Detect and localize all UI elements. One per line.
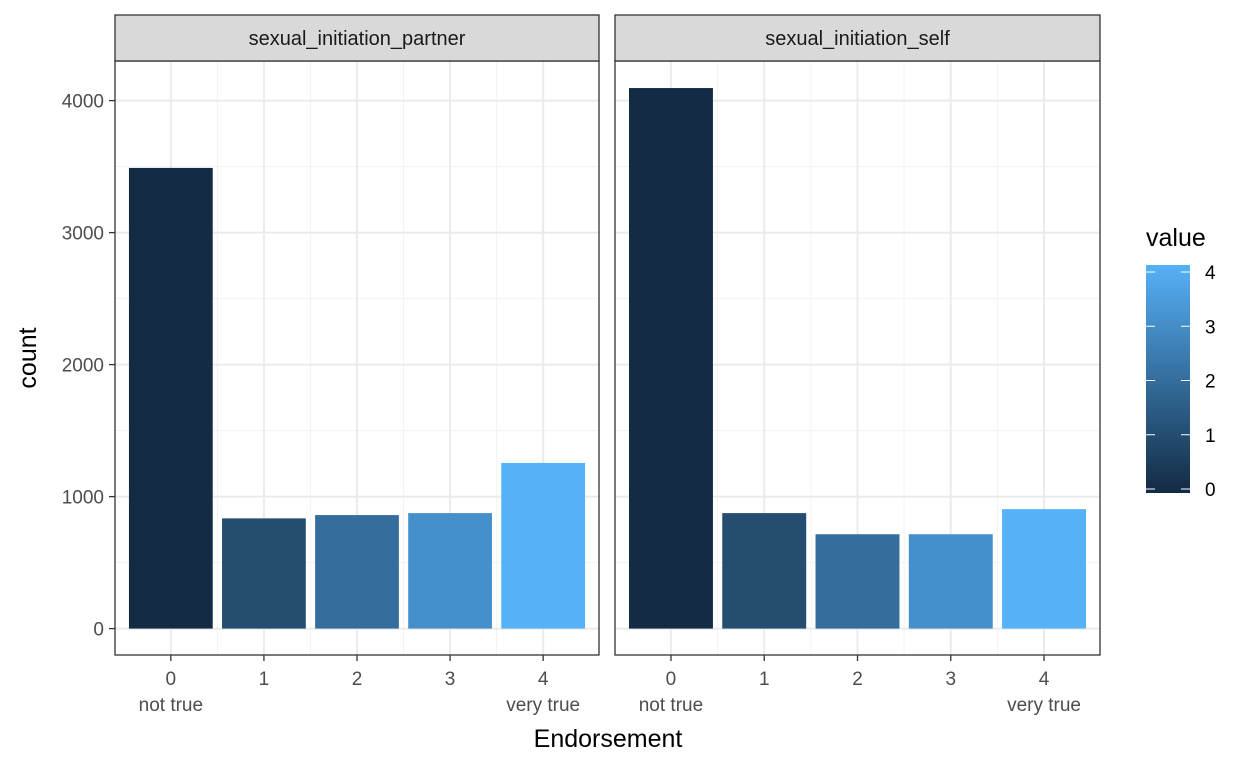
x-tick-sublabel: very true: [506, 695, 580, 716]
color-legend: value 0 1 2 3 4: [1146, 224, 1216, 501]
x-tick-label: 2: [352, 669, 363, 690]
x-tick-label: 0: [166, 669, 177, 690]
x-tick-label: 4: [538, 669, 549, 690]
y-tick-label: 1000: [62, 488, 104, 509]
x-tick-label: 1: [759, 669, 770, 690]
bar: [722, 513, 807, 629]
y-tick-label: 4000: [62, 92, 104, 113]
legend-tick-label: 1: [1205, 426, 1216, 447]
x-tick-sublabel: not true: [639, 695, 703, 716]
x-tick-sublabel: not true: [139, 695, 203, 716]
facet-panels: sexual_initiation_partner 0 not true 1 2 3 4 ve…: [114, 14, 1101, 716]
x-tick-sublabel: very true: [1007, 695, 1081, 716]
y-axis: 0 1000 2000 3000 4000: [62, 92, 115, 641]
bar: [908, 534, 993, 629]
facet-strip: [614, 14, 1101, 62]
x-tick-label: 1: [259, 669, 270, 690]
bar: [501, 462, 586, 629]
facet-panel-1: sexual_initiation_partner 0 not true 1 2 3 4 ve…: [114, 14, 600, 716]
x-tick-label: 0: [666, 669, 677, 690]
facet-strip: [114, 14, 600, 62]
bar: [815, 534, 900, 629]
legend-colorbar: [1146, 265, 1190, 493]
facet-panel-2: sexual_initiation_self 0 not true 1 2 3 4 very …: [614, 14, 1101, 716]
bar: [315, 515, 399, 629]
bar: [222, 518, 306, 629]
bar: [128, 167, 213, 629]
x-tick-label: 2: [852, 669, 863, 690]
y-tick-label: 2000: [62, 356, 104, 377]
legend-tick-label: 0: [1205, 480, 1216, 501]
y-tick-label: 3000: [62, 224, 104, 245]
x-tick-label: 4: [1039, 669, 1050, 690]
legend-tick-label: 2: [1205, 372, 1216, 393]
legend-tick-label: 4: [1205, 263, 1216, 284]
legend-tick-label: 3: [1205, 317, 1216, 338]
y-axis-title: count: [14, 327, 42, 388]
legend-title: value: [1146, 224, 1206, 252]
x-tick-label: 3: [445, 669, 456, 690]
x-tick-label: 3: [945, 669, 956, 690]
x-axis-title: Endorsement: [534, 725, 683, 753]
y-tick-label: 0: [93, 620, 104, 641]
bar: [408, 513, 492, 629]
bar: [628, 88, 713, 629]
facet-strip-label: sexual_initiation_self: [765, 28, 950, 50]
bar: [1002, 509, 1087, 629]
facet-strip-label: sexual_initiation_partner: [249, 28, 466, 50]
